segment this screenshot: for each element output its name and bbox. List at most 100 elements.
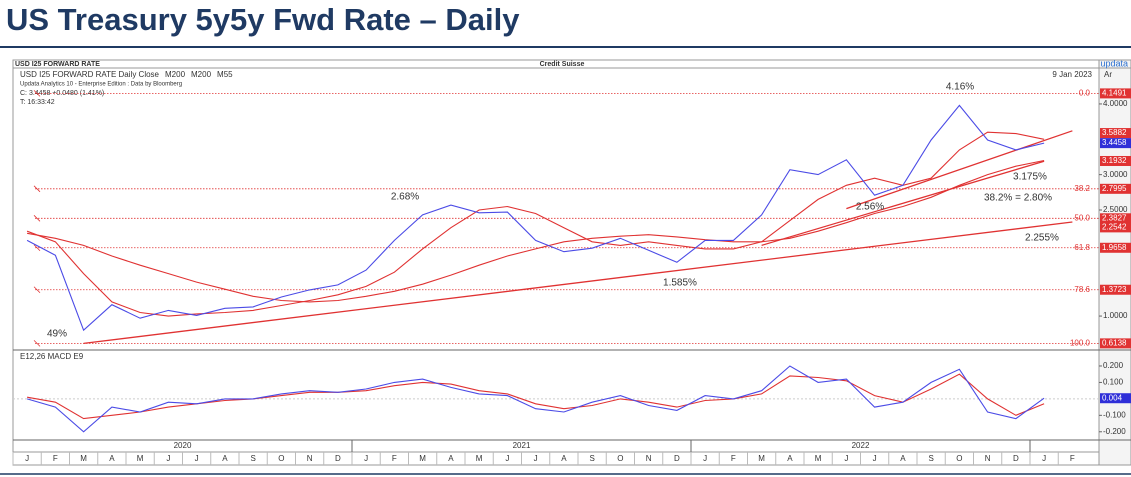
page-title: US Treasury 5y5y Fwd Rate – Daily — [6, 2, 520, 37]
x-month-label: A — [109, 454, 115, 463]
fib-value-box — [1100, 242, 1131, 253]
fib-value-label: 1.9658 — [1102, 243, 1127, 252]
axis-tag: Ar — [1104, 70, 1112, 79]
x-month-label: J — [873, 454, 877, 463]
x-month-label: J — [1042, 454, 1046, 463]
x-month-label: N — [985, 454, 991, 463]
annotation: 2.255% — [1025, 233, 1059, 244]
right-axis-area — [1098, 59, 1131, 466]
trendline — [761, 160, 1045, 246]
trendline — [846, 130, 1073, 210]
x-month-label: J — [195, 454, 199, 463]
annotation: 38.2% = 2.80% — [984, 193, 1052, 204]
x-month-label: M — [815, 454, 822, 463]
x-year-label: 2021 — [513, 441, 531, 450]
x-month-label: D — [674, 454, 680, 463]
annotation: 4.16% — [946, 82, 974, 93]
y-tick-label: 4.0000 — [1103, 99, 1128, 108]
fib-value-box — [1100, 284, 1131, 295]
fib-value-label: 2.3827 — [1102, 213, 1127, 222]
x-month-label: M — [758, 454, 765, 463]
axis-marker-label: 3.4458 — [1102, 138, 1127, 147]
x-month-label: F — [731, 454, 736, 463]
fib-mark — [33, 90, 41, 97]
x-month-label: A — [561, 454, 567, 463]
fib-value-label: 4.1491 — [1102, 89, 1127, 98]
fib-value-box — [1100, 183, 1131, 194]
series-line — [26, 104, 1045, 332]
trendline — [83, 221, 1073, 345]
x-month-label: S — [589, 454, 594, 463]
annotation: 3.175% — [1013, 172, 1047, 183]
fib-label: 50.0 — [1074, 213, 1090, 222]
x-month-label: O — [278, 454, 284, 463]
axis-marker-label: 3.5882 — [1102, 128, 1127, 137]
x-month-label: A — [900, 454, 906, 463]
series-line — [26, 365, 1045, 433]
x-month-label: O — [956, 454, 962, 463]
software: Updata Analytics 10 - Enterprise Edition… — [20, 82, 182, 88]
series-line — [27, 159, 1045, 303]
x-month-label: O — [617, 454, 623, 463]
fib-value-box — [1100, 338, 1131, 349]
x-month-label: F — [392, 454, 397, 463]
fib-label: 78.6 — [1074, 285, 1090, 294]
axis-marker-box — [1100, 155, 1131, 166]
x-month-label: M — [476, 454, 483, 463]
x-month-label: J — [166, 454, 170, 463]
macd-title: E12,26 MACD E9 — [20, 352, 84, 361]
series-line — [26, 131, 1045, 317]
y-tick-label: 0.100 — [1103, 378, 1124, 387]
fib-label: 38.2 — [1074, 184, 1090, 193]
fib-mark — [33, 286, 41, 294]
y-tick-label: -0.200 — [1103, 427, 1126, 436]
x-month-label: M — [419, 454, 426, 463]
x-month-label: A — [448, 454, 454, 463]
annotation: 49% — [47, 329, 67, 340]
fib-mark — [33, 340, 41, 347]
fib-value-label: 1.3723 — [1102, 285, 1127, 294]
source: Credit Suisse — [540, 61, 585, 68]
axis-marker-label: 2.2542 — [1102, 222, 1127, 231]
x-month-label: A — [787, 454, 793, 463]
fib-mark — [33, 185, 41, 193]
x-month-label: F — [53, 454, 58, 463]
instrument: USD I25 FORWARD RATE — [15, 61, 100, 68]
current-label: 0.004 — [1102, 393, 1123, 402]
fib-value-box — [1100, 213, 1131, 224]
x-month-label: A — [222, 454, 228, 463]
x-month-label: M — [80, 454, 87, 463]
fib-value-label: 2.7995 — [1102, 184, 1127, 193]
legend-entry: M55 — [217, 70, 233, 79]
legend-entry: USD I25 FORWARD RATE Daily Close — [20, 70, 160, 79]
y-tick-label: -0.100 — [1103, 410, 1126, 419]
x-month-label: D — [335, 454, 341, 463]
fib-mark — [33, 215, 41, 222]
x-month-label: S — [250, 454, 255, 463]
date: 9 Jan 2023 — [1052, 70, 1092, 79]
legend: USD I25 FORWARD RATE Daily Close M200 M200… — [20, 70, 233, 79]
annotation: 2.56% — [856, 202, 884, 213]
series-line — [27, 373, 1045, 420]
x-year-label: 2022 — [852, 441, 870, 450]
y-tick-label: 0.200 — [1103, 361, 1124, 370]
fib-value-box — [1100, 88, 1131, 99]
fib-label: 61.8 — [1074, 243, 1090, 252]
annotation: 1.585% — [663, 278, 697, 289]
y-tick-label: 2.5000 — [1103, 205, 1128, 214]
annotation: 2.68% — [391, 192, 419, 203]
axis-marker-box — [1100, 222, 1131, 233]
x-month-label: D — [1013, 454, 1019, 463]
x-month-label: J — [703, 454, 707, 463]
axis-marker-box — [1100, 138, 1131, 149]
axis-marker-label: 3.1932 — [1102, 156, 1127, 165]
x-month-label: J — [505, 454, 509, 463]
x-month-label: M — [137, 454, 144, 463]
fib-label: 100.0 — [1070, 338, 1091, 347]
axis-marker-box — [1100, 128, 1131, 139]
x-month-label: N — [307, 454, 313, 463]
time: T: 16:33:42 — [20, 99, 55, 106]
x-month-label: J — [364, 454, 368, 463]
y-tick-label: 1.0000 — [1103, 311, 1128, 320]
